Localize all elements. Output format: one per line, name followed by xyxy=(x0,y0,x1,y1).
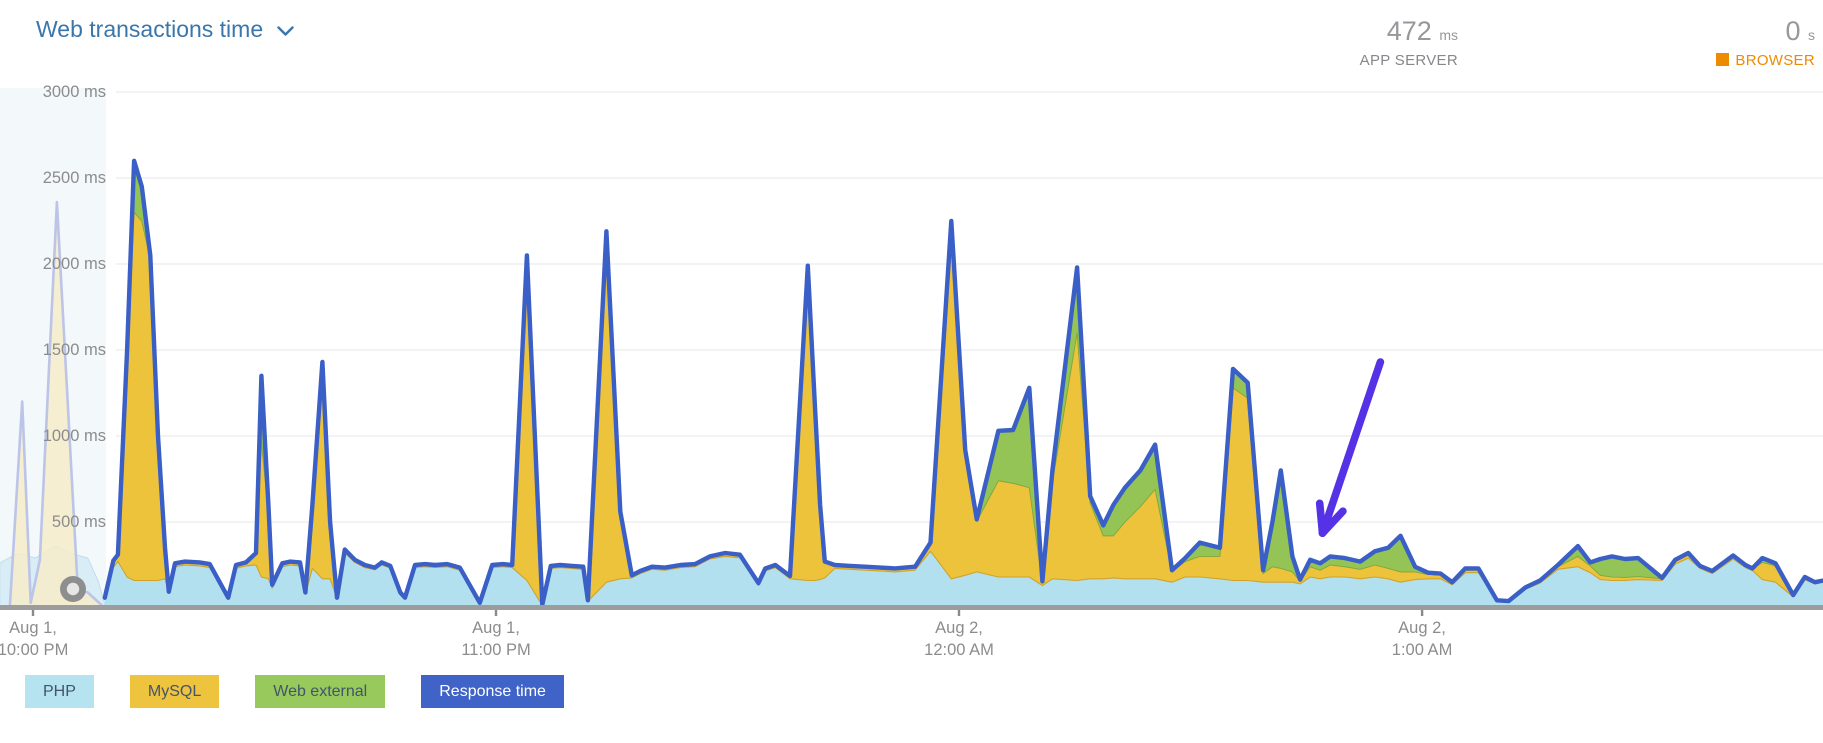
response-time-line xyxy=(102,158,1823,607)
annotation-arrow xyxy=(1315,358,1385,538)
browser-unit: s xyxy=(1808,27,1815,43)
y-axis-label: 500 ms xyxy=(51,513,106,531)
chart-title-dropdown[interactable]: Web transactions time xyxy=(36,16,294,43)
php-area xyxy=(104,551,1823,608)
x-axis-tick xyxy=(494,610,498,616)
browser-value: 0 s xyxy=(1785,16,1815,46)
x-axis-label: Aug 1, 10:00 PM xyxy=(0,619,69,659)
ghost-line xyxy=(8,200,106,609)
page-title: Web transactions time xyxy=(36,16,264,42)
app-server-unit: ms xyxy=(1439,27,1458,43)
browser-metric: 0 s BROWSER xyxy=(1716,16,1815,69)
app-server-metric: 472 ms APP SERVER xyxy=(1360,16,1458,69)
x-axis-label: Aug 1, 11:00 PM xyxy=(461,619,531,659)
ghost-area xyxy=(9,202,105,608)
legend-item-mysql[interactable]: MySQL xyxy=(129,675,220,708)
x-axis-line xyxy=(0,605,1823,610)
x-axis-tick xyxy=(957,610,961,616)
legend-item-web-external[interactable]: Web external xyxy=(255,675,386,708)
y-axis-label: 2000 ms xyxy=(42,255,106,273)
y-axis-label: 3000 ms xyxy=(42,83,106,101)
browser-label: BROWSER xyxy=(1716,52,1815,69)
chevron-down-icon xyxy=(277,26,294,36)
app-server-label: APP SERVER xyxy=(1359,52,1458,69)
x-axis-label: Aug 2, 12:00 AM xyxy=(924,619,994,659)
legend-item-php[interactable]: PHP xyxy=(25,675,94,708)
x-axis-tick xyxy=(1420,610,1424,616)
x-axis-tick xyxy=(31,610,35,616)
y-axis-label: 2500 ms xyxy=(42,169,106,187)
x-axis-label: Aug 2, 1:00 AM xyxy=(1391,619,1453,659)
y-axis-label: 1500 ms xyxy=(42,341,106,359)
donut-icon-hole xyxy=(66,582,80,596)
legend-item-response-time[interactable]: Response time xyxy=(421,675,564,708)
browser-swatch-icon xyxy=(1716,53,1730,66)
app-server-value: 472 ms xyxy=(1386,16,1458,46)
chart-legend: PHP MySQL Web external Response time xyxy=(25,675,564,708)
y-axis-label: 1000 ms xyxy=(42,427,106,445)
